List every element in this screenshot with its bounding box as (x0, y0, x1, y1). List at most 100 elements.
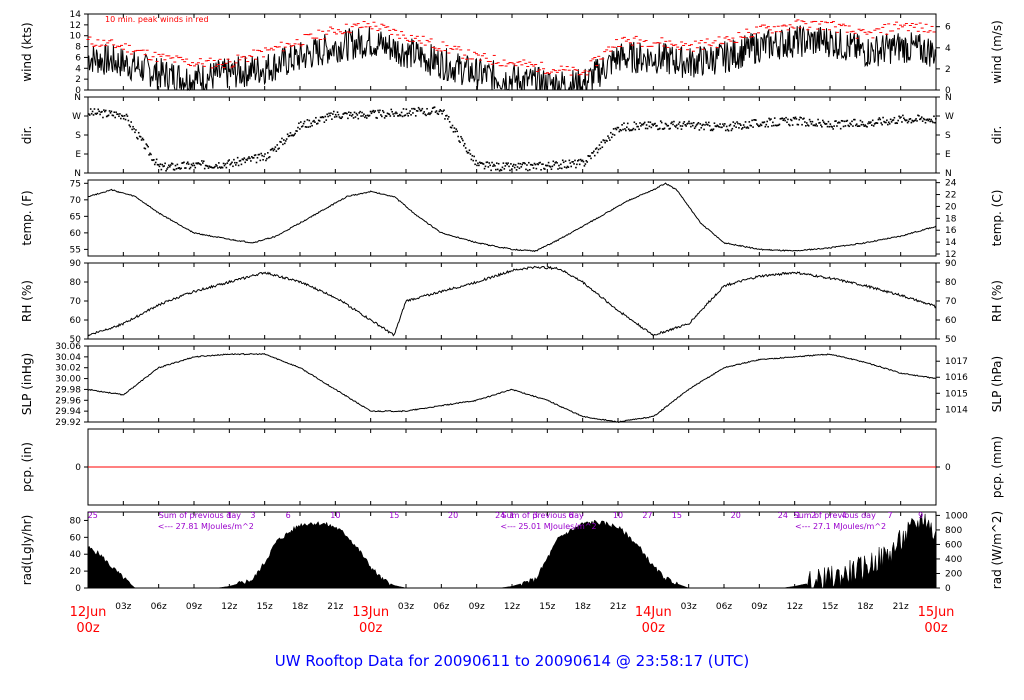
y-tick-label: 0 (75, 584, 81, 594)
dir-point (582, 160, 585, 163)
dir-point (354, 116, 357, 118)
dir-point (725, 125, 728, 128)
dir-point (746, 126, 749, 128)
date-label-hour: 00z (359, 621, 383, 636)
dir-point (673, 120, 675, 123)
dir-point (551, 165, 554, 168)
dir-point (401, 115, 404, 118)
dir-point (367, 115, 370, 117)
dir-point (526, 164, 528, 166)
y-tick-label: 30.04 (55, 353, 81, 363)
dir-point (801, 123, 803, 126)
dir-point (594, 148, 597, 150)
dir-point (900, 116, 902, 118)
dir-point (144, 147, 147, 150)
y-tick-label: 29.92 (55, 418, 81, 428)
dir-point (446, 118, 449, 120)
dir-point (720, 126, 722, 129)
dir-point (657, 128, 659, 131)
dir-point (471, 154, 474, 157)
dir-point (391, 110, 393, 113)
dir-point (806, 124, 809, 126)
dir-point (143, 147, 146, 149)
dir-point (769, 119, 771, 121)
dir-point (213, 166, 215, 169)
dir-point (846, 119, 849, 122)
dir-point (463, 144, 465, 147)
dir-point (751, 119, 753, 122)
dir-point (640, 125, 642, 127)
x-tick-label: 09z (751, 602, 767, 612)
rad-hour-mark: 9 (918, 511, 923, 520)
dir-point (524, 162, 526, 165)
dir-point (782, 119, 785, 122)
dir-point (106, 115, 109, 117)
dir-point (778, 123, 781, 126)
dir-point (185, 167, 187, 169)
dir-point (98, 110, 100, 113)
dir-point (623, 122, 625, 125)
dir-point (288, 135, 291, 137)
dir-point (169, 165, 171, 168)
dir-point (836, 125, 838, 127)
y-axis-label-right-temp: temp. (C) (990, 190, 1004, 247)
dir-point (89, 108, 92, 110)
dir-point (382, 111, 385, 114)
dir-point (417, 106, 420, 109)
y-tick-label-right: W (945, 112, 954, 122)
dir-point (338, 116, 341, 118)
dir-point (571, 161, 573, 163)
dir-point (205, 164, 208, 167)
dir-point (252, 157, 255, 159)
dir-point (598, 144, 601, 146)
y-tick-label-right: 200 (945, 569, 962, 579)
dir-point (701, 124, 703, 127)
dir-point (500, 169, 503, 172)
dir-point (898, 115, 900, 118)
y-tick-label: 50 (70, 335, 82, 345)
dir-point (557, 168, 559, 170)
dir-point (202, 162, 204, 164)
dir-point (427, 113, 429, 116)
dir-point (759, 123, 762, 126)
dir-point (508, 165, 510, 168)
dir-point (829, 123, 832, 125)
dir-point (290, 134, 293, 137)
dir-point (819, 121, 821, 124)
y-tick-label: 29.94 (55, 407, 81, 417)
dir-point (740, 128, 743, 130)
dir-point (136, 136, 138, 139)
dir-point (337, 113, 340, 116)
dir-point (877, 118, 880, 121)
dir-point (756, 124, 759, 126)
y-tick-label: 90 (70, 259, 82, 269)
dir-point (810, 123, 813, 125)
dir-point (666, 125, 669, 127)
dir-point (191, 164, 194, 167)
dir-point (771, 125, 773, 127)
dir-point (302, 122, 305, 125)
dir-point (521, 163, 524, 166)
y-tick-label: 60 (70, 229, 82, 239)
y-tick-label: 40 (70, 550, 82, 560)
dir-point (652, 124, 654, 127)
dir-point (474, 163, 476, 166)
dir-point (193, 164, 196, 167)
dir-point (410, 113, 412, 116)
dir-point (844, 125, 847, 127)
dir-point (454, 130, 457, 133)
dir-point (870, 124, 873, 126)
dir-point (164, 162, 166, 165)
dir-point (397, 115, 399, 117)
dir-point (487, 166, 490, 168)
dir-point (654, 122, 656, 125)
dir-point (792, 116, 795, 119)
dir-point (890, 121, 893, 123)
dir-point (569, 162, 572, 164)
dir-point (697, 122, 700, 124)
y-tick-label-right: 1014 (945, 405, 968, 415)
dir-point (405, 108, 408, 111)
dir-point (306, 119, 309, 121)
dir-point (275, 150, 278, 152)
dir-point (511, 168, 513, 170)
